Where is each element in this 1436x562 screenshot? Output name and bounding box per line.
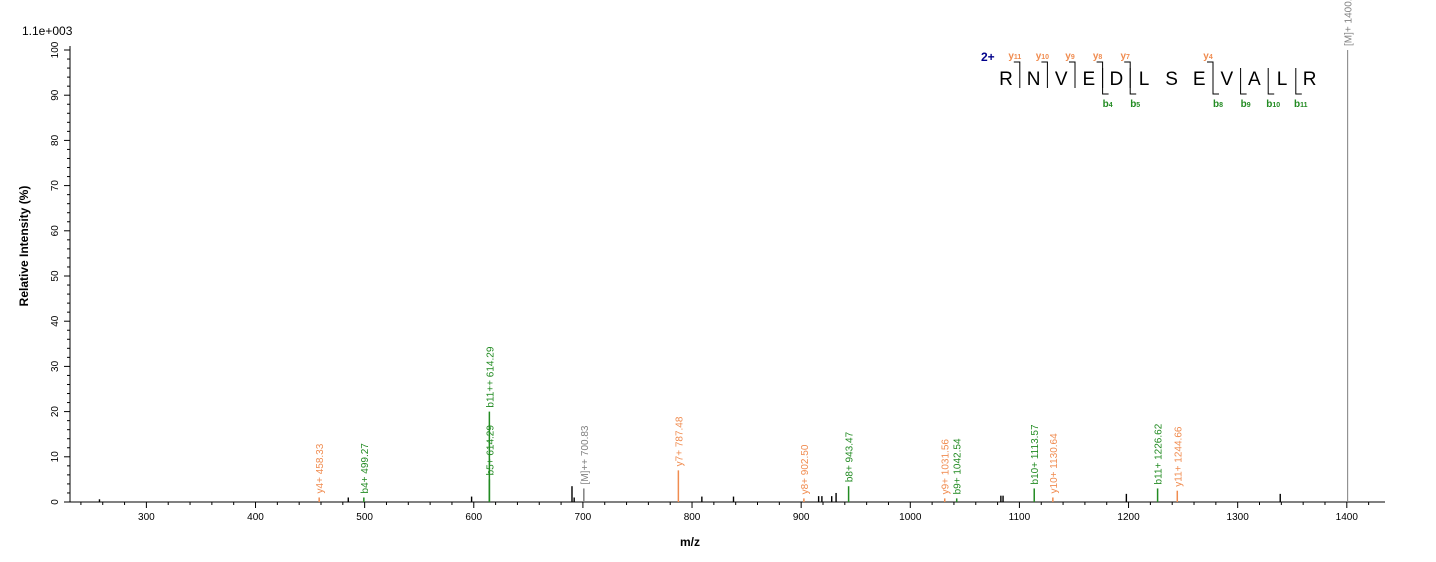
y-tick-label: 90: [50, 89, 61, 101]
peak-label: b11+ 1226.62: [1154, 423, 1165, 484]
sequence-residue: V: [1220, 69, 1233, 90]
x-tick-label: 900: [793, 512, 810, 523]
fragment-ion-label: y7: [1120, 51, 1130, 62]
peak-label: b5+ 614.29: [485, 425, 496, 476]
fragment-ion-label: b5: [1130, 99, 1140, 110]
fragment-ion-label: b4: [1103, 99, 1113, 110]
y-ion-cleavage-mark: [1013, 61, 1021, 88]
peak-label: [M]++ 700.83: [580, 425, 591, 484]
y-tick-label: 30: [50, 360, 61, 372]
fragment-ion-label: b8: [1213, 99, 1223, 110]
y-tick-label: 60: [50, 225, 61, 237]
peak-label: b9+ 1042.54: [953, 438, 964, 494]
peak-label: y4+ 458.33: [315, 443, 326, 493]
b-ion-cleavage-mark: [1129, 68, 1137, 95]
peak-label: y9+ 1031.56: [941, 439, 952, 495]
sequence-residue: S: [1165, 69, 1178, 90]
fragment-ion-label: y8: [1093, 51, 1103, 62]
x-tick-label: 800: [684, 512, 701, 523]
peak-label: y10+ 1130.64: [1049, 433, 1060, 494]
peak-label: [M]+ 1400.77: [1344, 0, 1355, 46]
fragment-ion-label: b9: [1241, 99, 1251, 110]
x-tick-label: 500: [356, 512, 373, 523]
x-tick-label: 1100: [1009, 512, 1031, 523]
fragment-ion-label: y11: [1008, 51, 1021, 62]
sequence-residue: E: [1082, 69, 1095, 90]
x-tick-label: 1300: [1227, 512, 1250, 523]
y-ion-cleavage-mark: [1207, 61, 1214, 88]
x-tick-label: 1200: [1117, 512, 1140, 523]
peaks: [98, 50, 1349, 502]
x-tick-label: 300: [138, 512, 155, 523]
x-tick-label: 1400: [1336, 512, 1359, 523]
b-ion-cleavage-mark: [1212, 68, 1219, 95]
intensity-scale-label: 1.1e+003: [22, 24, 73, 38]
peak-label: b11++ 614.29: [485, 346, 496, 407]
y-tick-label: 80: [50, 134, 61, 146]
fragment-ion-label: b11: [1294, 99, 1308, 110]
y-ion-cleavage-mark: [1124, 61, 1131, 88]
y-tick-label: 70: [50, 180, 61, 192]
y-tick-label: 50: [50, 270, 61, 282]
sequence-residue: L: [1139, 69, 1150, 90]
axes: 300 400 500 600 700 800 900 1000 1100 1200 1300 140…: [50, 41, 1385, 523]
x-tick-label: 600: [465, 512, 482, 523]
peak-labels: y4+ 458.33 b4+ 499.27 b5+ 614.29 b11++ 614.…: [315, 0, 1354, 494]
b-ion-cleavage-mark: [1102, 68, 1109, 95]
b-ion-cleavage-mark: [1240, 68, 1247, 95]
y-tick-label: 0: [50, 499, 61, 505]
sequence-residue: A: [1248, 69, 1261, 90]
peak-label: y8+ 902.50: [800, 444, 811, 494]
peak-label: b8+ 943.47: [845, 431, 856, 482]
x-axis-title: m/z: [680, 535, 700, 549]
fragment-ion-label: y9: [1065, 51, 1075, 62]
sequence-residue: E: [1193, 69, 1206, 90]
x-tick-label: 1000: [899, 512, 922, 523]
x-tick-label: 700: [575, 512, 592, 523]
sequence-residue: L: [1277, 69, 1288, 90]
peak-label: b10+ 1113.57: [1030, 424, 1041, 484]
y-ion-cleavage-mark: [1096, 61, 1104, 88]
b-ion-cleavage-mark: [1295, 68, 1302, 95]
fragment-ion-label: y10: [1036, 51, 1049, 62]
peak-label: y7+ 787.48: [674, 416, 685, 466]
fragment-ion-label: y4: [1203, 51, 1213, 62]
y-axis-title: Relative Intensity (%): [17, 186, 31, 307]
y-ion-cleavage-mark: [1041, 61, 1048, 88]
y-tick-label: 40: [50, 315, 61, 327]
peak-label: y11+ 1244.66: [1173, 426, 1184, 487]
y-tick-label: 100: [50, 41, 61, 58]
sequence-residue: N: [1027, 69, 1041, 90]
peak-label: b4+ 499.27: [360, 443, 371, 494]
fragment-ion-label: b10: [1266, 99, 1280, 110]
x-tick-label: 400: [247, 512, 264, 523]
y-ion-cleavage-mark: [1069, 61, 1076, 88]
y-tick-label: 10: [50, 451, 61, 463]
sequence-residue: R: [1303, 69, 1317, 90]
sequence-residue: R: [999, 69, 1013, 90]
sequence-residue: D: [1110, 69, 1124, 90]
charge-state-label: 2+: [981, 50, 995, 64]
sequence-residue: V: [1055, 69, 1068, 90]
y-tick-label: 20: [50, 406, 61, 418]
b-ion-cleavage-mark: [1267, 68, 1275, 95]
